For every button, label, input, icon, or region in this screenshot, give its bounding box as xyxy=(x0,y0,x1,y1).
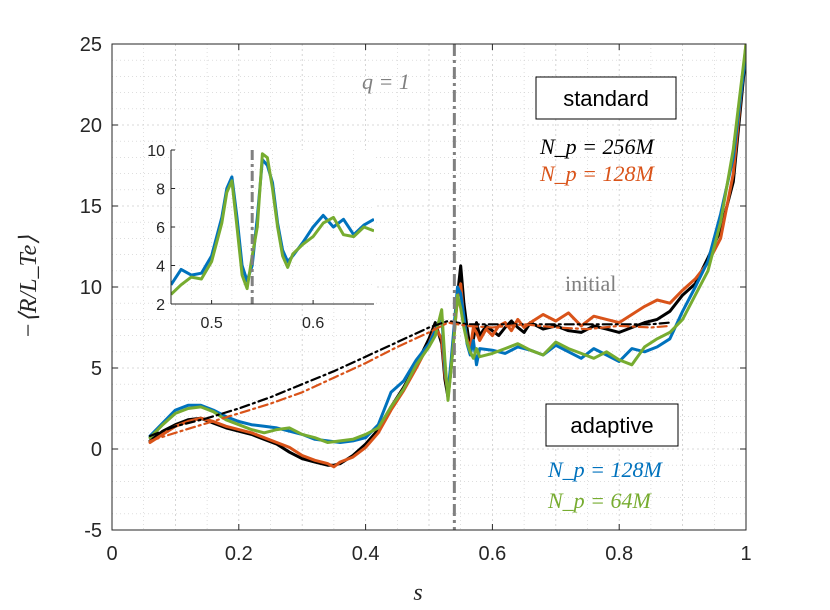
x-tick-label: 0.6 xyxy=(478,543,506,565)
initial-label: initial xyxy=(565,271,616,296)
y-axis-label: −⟨R/L_Te⟩ xyxy=(16,235,42,339)
series-line xyxy=(148,44,746,444)
legend-np-256m: N_p = 256M xyxy=(539,134,656,159)
adaptive-box xyxy=(545,403,679,447)
inset-y-tick-label: 10 xyxy=(147,143,165,160)
y-tick-label: 10 xyxy=(80,277,102,299)
inset-y-tick-label: 4 xyxy=(156,259,165,276)
legend-np-64m: N_p = 64M xyxy=(547,488,653,513)
y-axis: -5 0 5 10 15 20 25 xyxy=(80,34,746,542)
x-tick-label: 1 xyxy=(740,543,751,565)
inset-series-group xyxy=(171,150,374,304)
series-line xyxy=(148,50,746,467)
x-tick-label: 0.4 xyxy=(352,543,380,565)
adaptive-label: adaptive xyxy=(570,413,653,438)
y-tick-label: 5 xyxy=(91,358,102,380)
y-tick-label: 15 xyxy=(80,196,102,218)
inset-y-tick-label: 6 xyxy=(156,220,165,237)
q1-label: q = 1 xyxy=(362,69,410,94)
series-line xyxy=(148,321,672,442)
standard-box xyxy=(535,76,677,120)
x-axis: 0 0.2 0.4 0.6 0.8 1 xyxy=(106,44,752,565)
x-axis-label: s xyxy=(413,580,422,606)
inset-y-tick-label: 2 xyxy=(156,297,165,314)
series-line xyxy=(148,44,746,469)
x-tick-label: 0.2 xyxy=(225,543,253,565)
series-line xyxy=(148,319,672,438)
legend-np-128m-adaptive: N_p = 128M xyxy=(547,457,664,482)
inset-grid xyxy=(171,150,374,304)
x-tick-label: 0 xyxy=(106,543,117,565)
y-tick-label: 25 xyxy=(80,34,102,56)
inset-x-tick-label: 0.6 xyxy=(302,315,324,332)
series-group xyxy=(148,44,746,469)
y-tick-label: 20 xyxy=(80,115,102,137)
standard-label: standard xyxy=(563,86,649,111)
inset-ticks: 0.5 0.6 2 4 6 8 10 xyxy=(147,143,324,332)
inset-series-line xyxy=(171,152,374,296)
inset-x-tick-label: 0.5 xyxy=(200,315,222,332)
x-tick-label: 0.8 xyxy=(605,543,633,565)
y-tick-label: -5 xyxy=(84,520,102,542)
y-tick-label: 0 xyxy=(91,439,102,461)
inset-y-tick-label: 8 xyxy=(156,182,165,199)
inset-chart: 0.5 0.6 2 4 6 8 10 xyxy=(147,143,374,332)
legend-np-128m-standard: N_p = 128M xyxy=(539,161,656,186)
